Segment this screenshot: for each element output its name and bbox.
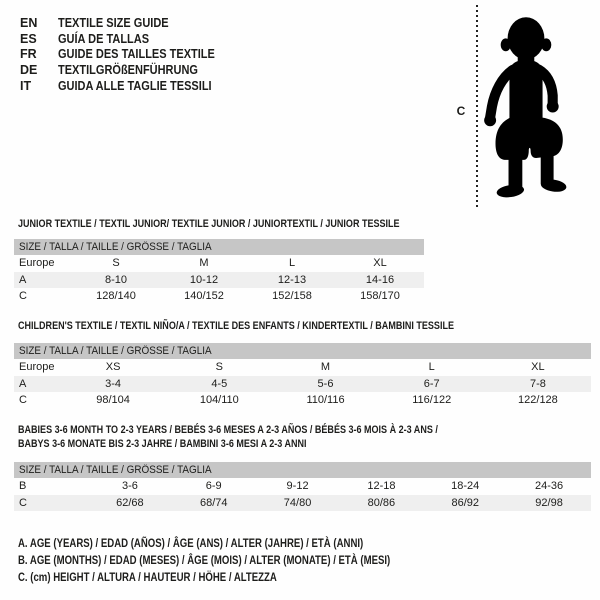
- height-cell: 68/74: [199, 496, 228, 509]
- language-code: DE: [20, 62, 38, 77]
- size-cell: L: [288, 257, 296, 269]
- language-title-list: EN TEXTILE SIZE GUIDE ES GUÍA DE TALLAS …: [20, 15, 236, 93]
- junior-section-title: JUNIOR TEXTILE / TEXTIL JUNIOR/ TEXTILE …: [18, 218, 400, 230]
- age-cell: 6-7: [423, 377, 440, 390]
- language-code: ES: [20, 31, 37, 46]
- height-cell: 98/104: [96, 394, 130, 406]
- age-cell: 3-4: [105, 377, 122, 390]
- height-cell: 128/140: [96, 290, 136, 302]
- table-row-europe: Europe S M L XL: [14, 255, 424, 272]
- row-label: B: [19, 480, 27, 492]
- guide-title: GUÍA DE TALLAS: [58, 31, 150, 46]
- months-cell: 9-12: [286, 480, 309, 492]
- row-label: C: [19, 394, 27, 406]
- row-label: C: [19, 290, 27, 302]
- language-code: FR: [20, 47, 37, 62]
- junior-size-table: SIZE / TALLA / TAILLE / GRÖSSE / TAGLIA …: [14, 239, 424, 305]
- size-cell: M: [199, 257, 209, 269]
- size-cell: XL: [373, 257, 387, 269]
- height-cell: 140/152: [184, 290, 224, 302]
- children-section-title: CHILDREN'S TEXTILE / TEXTIL NIÑO/A / TEX…: [18, 320, 454, 332]
- babies-section-title-line2: BABYS 3-6 MONATE BIS 2-3 JAHRE / BAMBINI…: [18, 438, 307, 450]
- age-cell: 8-10: [104, 273, 128, 286]
- age-cell: 14-16: [365, 273, 395, 286]
- height-cell: 122/128: [518, 394, 558, 406]
- babies-section-title-line1: BABIES 3-6 MONTH TO 2-3 YEARS / BEBÉS 3-…: [18, 424, 438, 436]
- height-cell: 74/80: [283, 496, 312, 509]
- size-header-bar: SIZE / TALLA / TAILLE / GRÖSSE / TAGLIA: [14, 343, 591, 359]
- size-cell: L: [428, 361, 435, 373]
- height-cell: 116/122: [412, 394, 452, 406]
- language-row-it: IT GUIDA ALLE TAGLIE TESSILI: [20, 78, 236, 94]
- toddler-silhouette-image: [484, 17, 567, 198]
- age-cell: 4-5: [211, 377, 228, 390]
- size-cell: M: [320, 361, 331, 373]
- guide-title: GUIDA ALLE TAGLIE TESSILI: [58, 78, 212, 93]
- height-cell: 110/116: [306, 394, 345, 406]
- language-row-de: DE TEXTILGRÖßENFÜHRUNG: [20, 62, 236, 78]
- height-dotted-line: [476, 5, 478, 207]
- size-header-bar: SIZE / TALLA / TAILLE / GRÖSSE / TAGLIA: [14, 462, 591, 478]
- months-cell: 24-36: [534, 480, 564, 492]
- height-cell: 104/110: [199, 394, 239, 406]
- legend-line-a: A. AGE (YEARS) / EDAD (AÑOS) / ÂGE (ANS)…: [18, 535, 483, 552]
- language-row-en: EN TEXTILE SIZE GUIDE: [20, 15, 236, 31]
- language-code: EN: [20, 15, 38, 30]
- age-cell: 5-6: [317, 377, 334, 390]
- legend-line-b: B. AGE (MONTHS) / EDAD (MESES) / ÂGE (MO…: [18, 552, 483, 569]
- height-cell: 152/158: [272, 290, 312, 302]
- children-size-table: SIZE / TALLA / TAILLE / GRÖSSE / TAGLIA …: [14, 343, 591, 409]
- height-cell: 62/68: [116, 496, 144, 509]
- row-label: Europe: [19, 361, 55, 373]
- months-cell: 6-9: [205, 480, 222, 492]
- height-measure-label: C: [456, 104, 466, 118]
- row-label: A: [19, 377, 27, 390]
- age-cell: 12-13: [277, 273, 307, 286]
- legend-text-c: C. (cm) HEIGHT / ALTURA / HAUTEUR / HÖHE…: [18, 570, 277, 584]
- language-row-es: ES GUÍA DE TALLAS: [20, 31, 236, 47]
- guide-title: TEXTILGRÖßENFÜHRUNG: [58, 62, 198, 77]
- row-label: Europe: [19, 257, 55, 269]
- table-row-months: B 3-6 6-9 9-12 12-18 18-24 24-36: [14, 478, 591, 495]
- months-cell: 3-6: [121, 480, 138, 492]
- height-cell: 86/92: [451, 496, 479, 509]
- size-cell: S: [215, 361, 223, 373]
- table-row-age: A 3-4 4-5 5-6 6-7 7-8: [14, 375, 591, 392]
- legend-text-a: A. AGE (YEARS) / EDAD (AÑOS) / ÂGE (ANS)…: [18, 536, 364, 550]
- height-cell: 80/86: [367, 496, 396, 509]
- size-cell: XS: [105, 361, 121, 373]
- table-row-height: C 62/68 68/74 74/80 80/86 86/92 92/98: [14, 494, 591, 511]
- age-cell: 7-8: [529, 377, 546, 390]
- size-cell: S: [112, 257, 120, 269]
- age-cell: 10-12: [189, 273, 219, 286]
- months-cell: 12-18: [367, 480, 396, 492]
- size-cell: XL: [531, 361, 545, 373]
- guide-title: TEXTILE SIZE GUIDE: [58, 15, 169, 30]
- language-code: IT: [20, 78, 32, 93]
- legend-line-c: C. (cm) HEIGHT / ALTURA / HAUTEUR / HÖHE…: [18, 569, 483, 586]
- row-label: C: [19, 496, 27, 509]
- guide-title: GUIDE DES TAILLES TEXTILE: [58, 47, 215, 62]
- legend-text-b: B. AGE (MONTHS) / EDAD (MESES) / ÂGE (MO…: [18, 553, 391, 567]
- size-header-bar: SIZE / TALLA / TAILLE / GRÖSSE / TAGLIA: [14, 239, 424, 255]
- babies-size-table: SIZE / TALLA / TAILLE / GRÖSSE / TAGLIA …: [14, 462, 591, 511]
- table-row-age: A 8-10 10-12 12-13 14-16: [14, 271, 424, 288]
- months-cell: 18-24: [451, 480, 480, 492]
- language-row-fr: FR GUIDE DES TAILLES TEXTILE: [20, 46, 236, 62]
- table-row-height: C 98/104 104/110 110/116 116/122 122/128: [14, 392, 591, 409]
- table-row-europe: Europe XS S M L XL: [14, 359, 591, 376]
- size-header-label: SIZE / TALLA / TAILLE / GRÖSSE / TAGLIA: [19, 241, 212, 253]
- height-cell: 92/98: [535, 496, 563, 509]
- size-header-label: SIZE / TALLA / TAILLE / GRÖSSE / TAGLIA: [19, 464, 212, 476]
- table-row-height: C 128/140 140/152 152/158 158/170: [14, 288, 424, 305]
- row-label: A: [19, 273, 27, 286]
- height-cell: 158/170: [360, 290, 400, 302]
- size-header-label: SIZE / TALLA / TAILLE / GRÖSSE / TAGLIA: [19, 345, 212, 357]
- measurement-legend: A. AGE (YEARS) / EDAD (AÑOS) / ÂGE (ANS)…: [18, 535, 483, 586]
